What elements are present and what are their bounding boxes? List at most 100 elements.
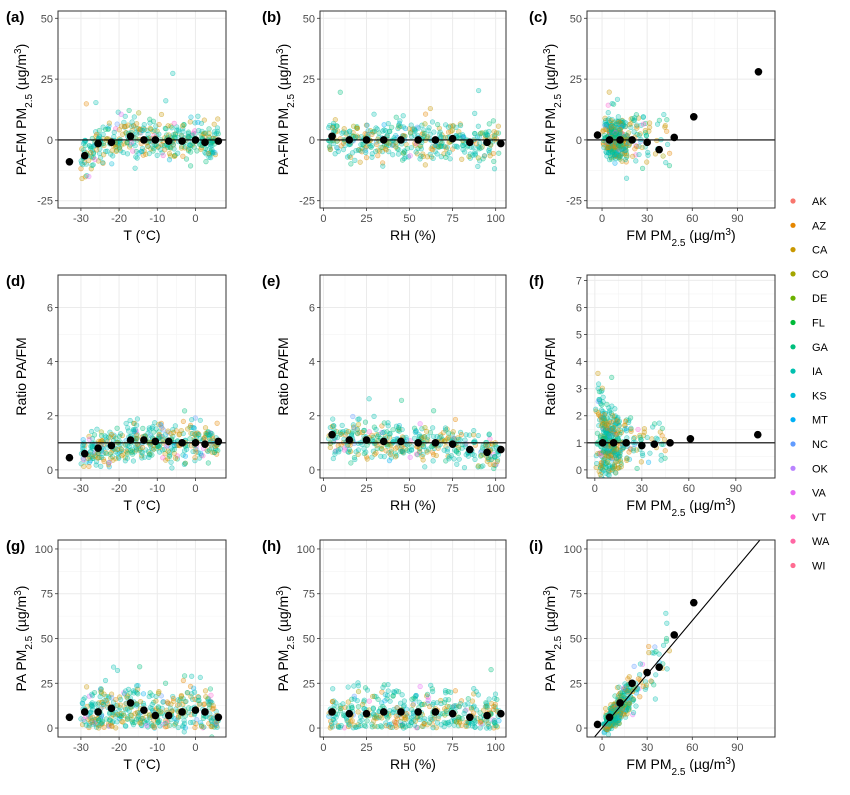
mean-point	[151, 437, 160, 446]
mean-point	[414, 136, 422, 144]
scatter-point	[419, 701, 425, 708]
scatter-point	[645, 152, 651, 158]
panel-letter: (g)	[6, 538, 25, 555]
scatter-point	[346, 446, 353, 453]
x-tick-label: 90	[731, 742, 743, 754]
scatter-point	[663, 610, 669, 616]
scatter-point	[180, 128, 186, 135]
scatter-point	[340, 701, 346, 707]
scatter-point	[452, 688, 459, 694]
legend-key	[790, 247, 796, 253]
y-tick-label: 7	[576, 275, 582, 287]
mean-point	[94, 444, 102, 453]
scatter-point	[648, 678, 654, 684]
scatter-point	[628, 124, 634, 131]
scatter-point	[168, 459, 174, 465]
y-tick-label: 4	[576, 357, 582, 369]
scatter-point	[355, 709, 361, 715]
scatter-point	[98, 463, 104, 469]
scatter-point	[432, 143, 439, 149]
scatter-point	[604, 727, 610, 733]
scatter-point	[434, 433, 440, 440]
mean-point	[397, 437, 405, 446]
x-tick-label: -10	[149, 483, 165, 495]
mean-point	[689, 112, 698, 121]
scatter-point	[403, 716, 409, 722]
scatter-point	[131, 114, 137, 120]
scatter-point	[397, 700, 404, 706]
scatter-point	[626, 449, 632, 455]
mean-point	[151, 711, 160, 720]
scatter-point	[190, 130, 196, 136]
scatter-point	[462, 437, 468, 443]
y-tick-label: 100	[564, 544, 582, 556]
scatter-point	[386, 140, 392, 146]
scatter-point	[360, 429, 366, 435]
scatter-point	[383, 147, 389, 153]
scatter-point	[476, 87, 482, 94]
scatter-point	[640, 452, 646, 459]
scatter-point	[605, 471, 611, 478]
scatter-point	[164, 699, 170, 705]
legend-key	[790, 562, 796, 569]
scatter-point	[613, 155, 619, 162]
mean-point	[753, 430, 762, 439]
scatter-point	[597, 487, 602, 492]
legend-item-wi: WI	[790, 561, 825, 573]
scatter-point	[156, 121, 162, 128]
scatter-point	[353, 449, 359, 455]
scatter-point	[199, 723, 205, 730]
y-tick-label: 100	[35, 544, 53, 556]
x-tick-label: 25	[360, 483, 372, 495]
scatter-point	[662, 124, 668, 130]
scatter-point	[422, 111, 429, 117]
legend-key	[790, 465, 796, 471]
scatter-point	[486, 696, 492, 702]
y-tick-label: 0	[309, 723, 315, 735]
scatter-point	[600, 127, 606, 133]
scatter-point	[354, 698, 360, 704]
scatter-point	[491, 158, 497, 164]
scatter-point	[469, 698, 476, 704]
scatter-point	[355, 704, 362, 710]
scatter-point	[207, 686, 214, 692]
scatter-point	[434, 700, 440, 706]
scatter-point	[603, 464, 609, 471]
scatter-point	[664, 666, 670, 672]
scatter-point	[407, 130, 414, 136]
scatter-point	[427, 105, 433, 112]
scatter-point	[409, 696, 415, 702]
panel-g: -30 -20 -10 0 0 25 50 75 100 T (°C) PA PM2.5 (µg/m…	[6, 538, 227, 772]
scatter-point	[391, 689, 397, 695]
scatter-point	[141, 719, 147, 725]
scatter-point	[422, 121, 428, 127]
scatter-point	[103, 450, 109, 457]
panel-c: 0 30 60 90 -25 0 25 50 FM PM2.5 (µg/m3) PA-FM PM2…	[529, 9, 776, 249]
scatter-point	[182, 460, 188, 466]
scatter-point	[600, 426, 606, 432]
scatter-point	[364, 718, 370, 724]
x-tick-label: 30	[641, 213, 653, 225]
scatter-point	[448, 718, 454, 724]
scatter-point	[608, 124, 614, 130]
scatter-point	[178, 427, 184, 434]
scatter-point	[618, 692, 624, 698]
legend-item-de: DE	[790, 293, 827, 305]
scatter-point	[386, 458, 393, 464]
scatter-point	[647, 124, 653, 130]
scatter-point	[622, 423, 628, 429]
scatter-point	[638, 459, 644, 465]
scatter-point	[140, 700, 146, 706]
scatter-point	[151, 724, 157, 730]
scatter-point	[400, 113, 406, 119]
x-tick-label: 0	[592, 483, 598, 495]
scatter-point	[650, 424, 656, 430]
mean-point	[655, 663, 663, 671]
scatter-point	[120, 149, 126, 156]
scatter-point	[114, 667, 121, 674]
y-axis-title: PA-FM PM2.5 (µg/m3)	[275, 44, 297, 176]
scatter-point	[214, 420, 220, 426]
y-tick-label: 0	[309, 465, 315, 477]
mean-point	[214, 437, 223, 446]
scatter-point	[156, 688, 162, 695]
